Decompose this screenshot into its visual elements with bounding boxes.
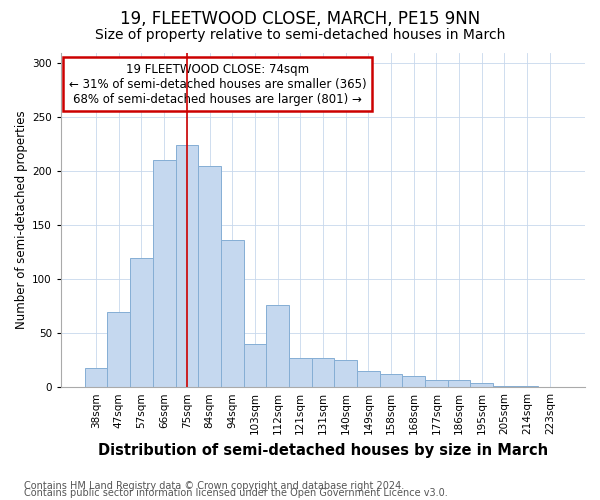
Y-axis label: Number of semi-detached properties: Number of semi-detached properties: [15, 110, 28, 329]
Bar: [380, 374, 403, 387]
Bar: [244, 344, 266, 387]
Bar: [334, 360, 357, 387]
Text: 19 FLEETWOOD CLOSE: 74sqm
← 31% of semi-detached houses are smaller (365)
68% of: 19 FLEETWOOD CLOSE: 74sqm ← 31% of semi-…: [69, 62, 367, 106]
Bar: [176, 146, 198, 387]
Text: 19, FLEETWOOD CLOSE, MARCH, PE15 9NN: 19, FLEETWOOD CLOSE, MARCH, PE15 9NN: [120, 10, 480, 28]
Text: Size of property relative to semi-detached houses in March: Size of property relative to semi-detach…: [95, 28, 505, 42]
Bar: [198, 166, 221, 387]
Bar: [85, 368, 107, 387]
X-axis label: Distribution of semi-detached houses by size in March: Distribution of semi-detached houses by …: [98, 442, 548, 458]
Bar: [357, 371, 380, 387]
Bar: [289, 358, 311, 387]
Bar: [516, 386, 538, 387]
Bar: [221, 240, 244, 387]
Bar: [153, 160, 176, 387]
Bar: [266, 305, 289, 387]
Bar: [425, 380, 448, 387]
Bar: [107, 312, 130, 387]
Bar: [311, 358, 334, 387]
Bar: [130, 258, 153, 387]
Bar: [403, 376, 425, 387]
Bar: [493, 386, 516, 387]
Bar: [470, 383, 493, 387]
Bar: [448, 380, 470, 387]
Text: Contains HM Land Registry data © Crown copyright and database right 2024.: Contains HM Land Registry data © Crown c…: [24, 481, 404, 491]
Text: Contains public sector information licensed under the Open Government Licence v3: Contains public sector information licen…: [24, 488, 448, 498]
